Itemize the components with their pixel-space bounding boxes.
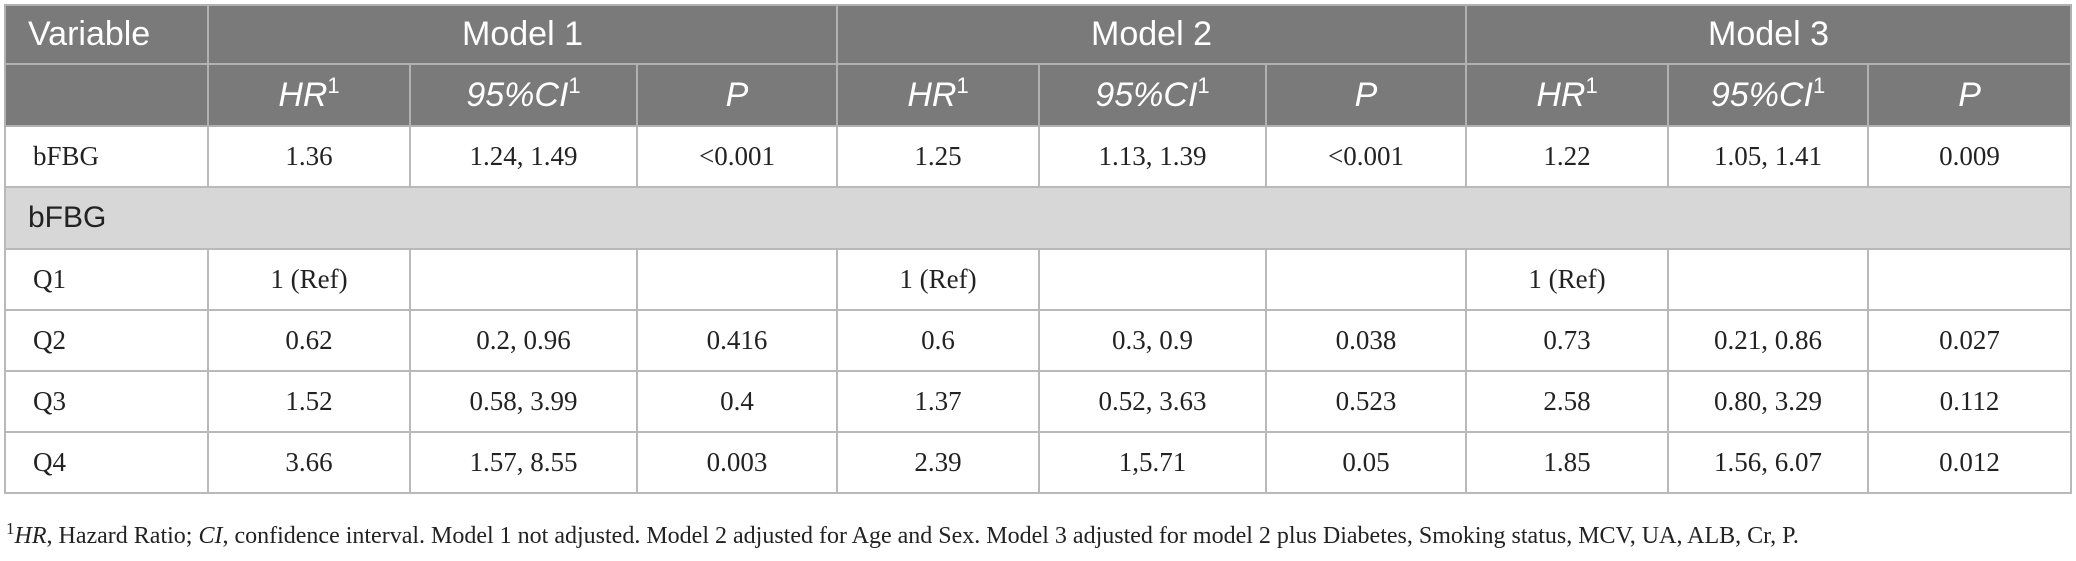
table-row: Q1 1 (Ref) 1 (Ref) 1 (Ref) [4,248,2073,311]
row-label: bFBG [4,125,209,188]
table-cell: 1.24, 1.49 [409,125,638,188]
table-cell [635,248,839,311]
footnote-hr-abbr: HR [14,523,47,549]
table-cell: 0.80, 3.29 [1667,370,1870,433]
table-cell: 1.05, 1.41 [1667,125,1870,188]
model-1-header: Model 1 [206,4,839,65]
table-cell: 0.73 [1465,309,1670,372]
hr-header: HR1 [836,63,1041,127]
ci-header: 95%CI1 [1667,63,1870,127]
table-cell: 1.25 [836,125,1041,188]
table-cell: 1.57, 8.55 [409,431,638,494]
table-cell: 0.3, 0.9 [1038,309,1268,372]
ci-header: 95%CI1 [409,63,638,127]
table-cell: 1.36 [207,125,411,188]
table-cell [1038,248,1268,311]
footnote-ci-abbr: CI [198,523,223,549]
footnote-rest: , confidence interval. Model 1 not adjus… [222,523,1799,549]
p-header: P [1265,63,1468,127]
table-cell: 0.6 [836,309,1041,372]
table-cell [1867,248,2073,311]
table-cell: 1,5.71 [1038,431,1268,494]
variable-column-header: Variable [4,4,209,65]
section-row: bFBG [3,186,2073,250]
table-cell: 3.66 [207,431,411,494]
p-header: P [635,63,839,127]
table-cell: 1.22 [1465,125,1670,188]
table-cell: 2.39 [836,431,1041,494]
table-cell: 0.523 [1265,370,1468,433]
row-label: Q3 [4,370,209,433]
header-row-models: Variable Model 1 Model 2 Model 3 [4,4,2073,65]
row-label: Q1 [4,248,209,311]
table-cell: 0.038 [1265,309,1468,372]
table-footnote: 1HR, Hazard Ratio; CI, confidence interv… [6,520,1799,550]
header-row-metrics: HR1 95%CI1 P HR1 95%CI1 P HR1 95%CI1 P [4,63,2073,127]
table-row: Q4 3.66 1.57, 8.55 0.003 2.39 1,5.71 0.0… [4,431,2073,494]
table-cell: 1.85 [1465,431,1670,494]
model-3-header: Model 3 [1465,4,2073,65]
table-cell: <0.001 [635,125,839,188]
table-cell: 1 (Ref) [1465,248,1670,311]
ci-header: 95%CI1 [1038,63,1268,127]
table-cell: 0.112 [1867,370,2073,433]
table-row: bFBG 1.36 1.24, 1.49 <0.001 1.25 1.13, 1… [4,125,2073,188]
table-cell [1265,248,1468,311]
table-cell: 0.027 [1867,309,2073,372]
p-header: P [1867,63,2073,127]
footnote-hr-text: , Hazard Ratio; [46,523,199,549]
table-cell: 1.13, 1.39 [1038,125,1268,188]
model-2-header: Model 2 [836,4,1468,65]
hr-header: HR1 [207,63,411,127]
table-cell: 0.003 [635,431,839,494]
hazard-ratio-table: Variable Model 1 Model 2 Model 3 HR1 95%… [3,4,2073,494]
row-label: Q2 [4,309,209,372]
table-cell: 0.009 [1867,125,2073,188]
table-cell: 1 (Ref) [207,248,411,311]
table-cell: 0.4 [635,370,839,433]
table-cell: 1.56, 6.07 [1667,431,1870,494]
row-label: Q4 [4,431,209,494]
results-table-container: Variable Model 1 Model 2 Model 3 HR1 95%… [3,4,2073,494]
table-cell: 2.58 [1465,370,1670,433]
table-cell: 0.21, 0.86 [1667,309,1870,372]
hr-header: HR1 [1465,63,1670,127]
table-cell [1667,248,1870,311]
table-body: bFBG 1.36 1.24, 1.49 <0.001 1.25 1.13, 1… [3,125,2073,494]
footnote-marker: 1 [6,519,15,538]
table-cell: 1.37 [836,370,1041,433]
table-row: Q2 0.62 0.2, 0.96 0.416 0.6 0.3, 0.9 0.0… [4,309,2073,372]
table-cell [409,248,638,311]
table-cell: <0.001 [1265,125,1468,188]
table-cell: 0.012 [1867,431,2073,494]
table-header: Variable Model 1 Model 2 Model 3 HR1 95%… [4,4,2073,127]
table-cell: 1.52 [207,370,411,433]
table-cell: 0.62 [207,309,411,372]
table-row: Q3 1.52 0.58, 3.99 0.4 1.37 0.52, 3.63 0… [4,370,2073,433]
table-cell: 1 (Ref) [836,248,1041,311]
table-cell: 0.05 [1265,431,1468,494]
table-cell: 0.2, 0.96 [409,309,638,372]
table-cell: 0.52, 3.63 [1038,370,1268,433]
table-cell: 0.58, 3.99 [409,370,638,433]
table-cell: 0.416 [635,309,839,372]
blank-header-cell [4,63,209,127]
section-label: bFBG [3,186,2073,250]
